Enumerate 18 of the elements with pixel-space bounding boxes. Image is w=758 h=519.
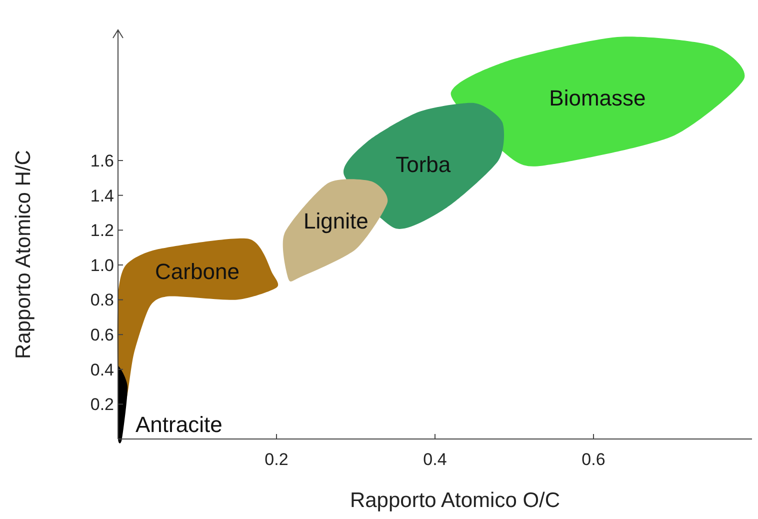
y-tick-label: 1.6 — [90, 151, 114, 170]
series-label: Lignite — [304, 208, 368, 234]
y-tick-label: 0.8 — [90, 290, 114, 310]
y-tick-label: 0.6 — [90, 326, 114, 345]
x-tick-label: 0.4 — [423, 450, 447, 469]
y-tick-label: 0.2 — [90, 395, 114, 414]
y-tick-label: 1.4 — [90, 186, 114, 206]
series-label: Torba — [396, 152, 452, 177]
series-label: Carbone — [155, 258, 240, 284]
series-label: Biomasse — [549, 85, 646, 110]
x-tick-label: 0.2 — [264, 450, 288, 469]
y-tick-label: 0.4 — [90, 360, 114, 380]
x-tick-label: 0.6 — [582, 450, 606, 469]
y-axis-title: Rapporto Atomico H/C — [12, 150, 35, 359]
y-tick-label: 1.0 — [90, 256, 114, 275]
series-label: Antracite — [136, 412, 222, 438]
x-axis-title: Rapporto Atomico O/C — [350, 489, 560, 512]
y-tick-label: 1.2 — [90, 221, 114, 240]
